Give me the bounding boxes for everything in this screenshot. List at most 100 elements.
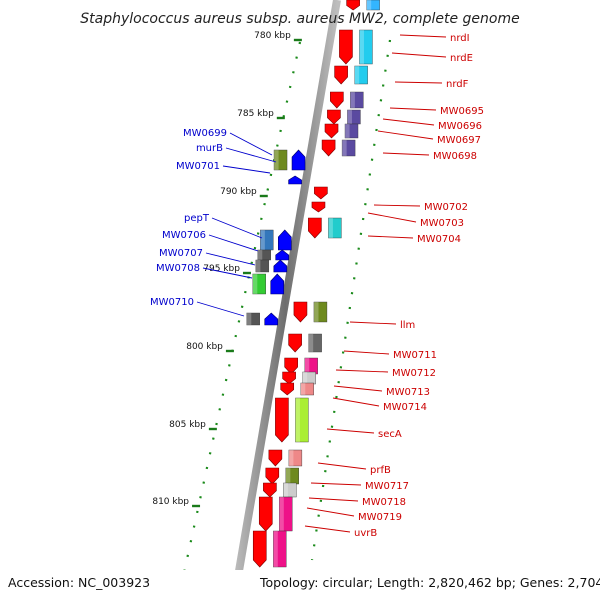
right-leader-line [377, 130, 434, 140]
gene-cog-box [359, 29, 373, 65]
gene-cog-box [350, 91, 364, 109]
gene-label: MW0710 [150, 297, 194, 308]
right-leader-line [349, 321, 397, 325]
gene-label: MW0699 [183, 128, 227, 139]
box-shine [260, 230, 265, 250]
forward-gene-arrow [275, 397, 289, 443]
box-shine [345, 124, 350, 138]
left-leader-line [196, 301, 245, 317]
scale-tick-label: 805 kbp [169, 420, 206, 430]
gene-cog-box [366, 0, 380, 11]
scale-tick-label: 790 kbp [220, 187, 257, 197]
gene-label: secA [378, 429, 402, 440]
gene-label: MW0706 [162, 230, 206, 241]
genome-backbone [230, 0, 341, 600]
box-shine [304, 358, 310, 374]
forward-gene-arrow [282, 371, 296, 385]
gene-label: MW0707 [159, 248, 203, 259]
gene-cog-box [255, 259, 270, 273]
gene-label: MW0696 [438, 121, 482, 132]
gene-cog-box [354, 65, 368, 85]
right-leader-line [367, 235, 414, 239]
box-shine [359, 30, 364, 64]
left-leader-line [202, 267, 253, 279]
gene-label: llm [400, 320, 415, 331]
gene-label: MW0713 [386, 387, 430, 398]
gene-cog-box [313, 301, 328, 323]
label-leaders [196, 34, 447, 533]
box-shine [274, 150, 279, 170]
gene-label: MW0698 [433, 151, 477, 162]
gene-label: prfB [370, 465, 391, 476]
forward-gene-arrow [311, 201, 326, 213]
right-leader-line [399, 34, 447, 38]
gene-label: MW0712 [392, 368, 436, 379]
right-leader-line [382, 118, 435, 126]
right-leader-line [308, 497, 359, 502]
forward-gene-arrow [293, 301, 308, 323]
forward-gene-arrow [330, 91, 344, 109]
forward-gene-arrow [252, 530, 267, 568]
gene-cog-box [252, 273, 266, 295]
gene-label: nrdI [450, 33, 470, 44]
gene-label: MW0718 [362, 497, 406, 508]
gene-cog-box [288, 449, 303, 467]
box-shine [300, 383, 306, 395]
scale-tick-label: 785 kbp [237, 109, 274, 119]
box-shine [273, 531, 278, 567]
gene-label: pepT [184, 213, 210, 224]
forward-gene-arrow [288, 333, 302, 353]
reverse-gene-arrow [278, 229, 292, 251]
right-leader-line [394, 81, 443, 84]
box-shine [283, 483, 288, 497]
gene-label: MW0711 [393, 350, 437, 361]
box-shine [285, 468, 291, 484]
gene-label: MW0701 [176, 161, 220, 172]
gene-cog-box [246, 312, 260, 326]
gene-cog-box [273, 149, 288, 171]
right-gene-labels: nrdI nrdE nrdF MW0695 MW0696 MW0697 MW0698 MW07… [354, 33, 484, 539]
topology-label: Topology: circular; Length: 2,820,462 bp… [259, 575, 600, 590]
left-leader-line [225, 147, 277, 163]
reverse-gene-arrow [275, 249, 290, 261]
map-title: Staphylococcus aureus subsp. aureus MW2,… [80, 11, 520, 27]
forward-gene-arrow [268, 449, 283, 467]
forward-gene-arrow [263, 482, 277, 498]
box-shine [354, 66, 360, 84]
box-shine [347, 110, 352, 124]
box-shine [366, 0, 372, 10]
right-leader-line [310, 482, 362, 486]
gene-label: uvrB [354, 528, 377, 539]
gene-cog-box [341, 139, 356, 157]
right-leader-line [304, 525, 351, 533]
gene-label: murB [196, 143, 223, 154]
left-leader-line [229, 132, 273, 156]
left-gene-labels: MW0699 murB MW0701 pepT MW0706 MW0707 MW0708 MW… [150, 128, 227, 308]
left-leader-line [208, 234, 259, 252]
footer-backdrop [0, 570, 600, 600]
gene-label: MW0704 [417, 234, 461, 245]
box-shine [255, 260, 261, 272]
gene-features [245, 0, 380, 600]
forward-gene-arrow [324, 123, 339, 139]
forward-gene-arrow [265, 467, 280, 485]
forward-gene-arrow [346, 0, 360, 11]
reverse-gene-arrow [291, 149, 306, 171]
forward-gene-arrow [284, 357, 298, 375]
reverse-gene-arrow [273, 259, 288, 273]
left-leader-line [205, 252, 256, 266]
right-leader-line [306, 507, 355, 517]
scale-tick-label: 810 kbp [152, 497, 189, 507]
gene-cog-box [344, 123, 359, 139]
gene-label: MW0719 [358, 512, 402, 523]
scale-tick-label: 780 kbp [254, 31, 291, 41]
gene-label: MW0703 [420, 218, 464, 229]
forward-gene-arrow [280, 382, 295, 396]
forward-gene-arrow [339, 29, 353, 65]
reverse-gene-arrow [270, 273, 285, 295]
left-leader-line [222, 165, 271, 174]
gene-cog-box [308, 333, 322, 353]
right-leader-line [333, 385, 383, 392]
gene-label: nrdE [450, 53, 473, 64]
forward-gene-arrow [314, 186, 328, 200]
